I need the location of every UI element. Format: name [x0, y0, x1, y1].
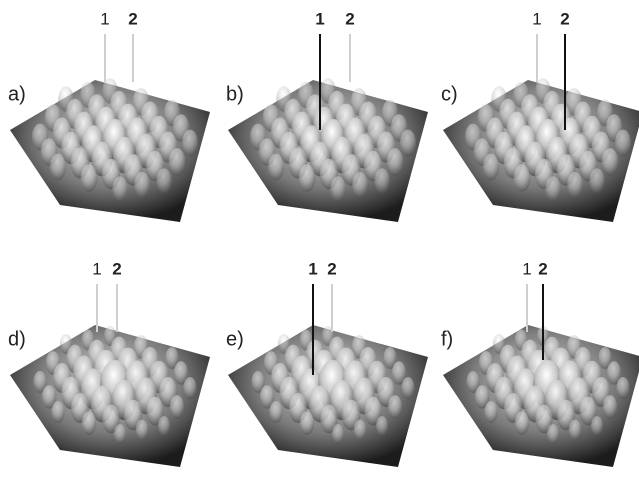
- panel-label: a): [8, 83, 26, 105]
- surface-peak: [82, 411, 96, 435]
- surface-peak: [112, 176, 127, 201]
- marker-label: 1: [522, 259, 531, 278]
- panel-label: f): [441, 328, 453, 350]
- surface-peak: [354, 420, 367, 441]
- surface-peak: [300, 411, 314, 435]
- surface-peak: [158, 416, 170, 436]
- surface-peak: [616, 377, 629, 399]
- surface-peak: [114, 424, 126, 444]
- marker-label: 1: [308, 259, 317, 278]
- surface-peak: [50, 154, 66, 181]
- marker-label: 2: [560, 9, 569, 28]
- marker-label: 2: [345, 9, 354, 28]
- surface-peak: [484, 401, 497, 423]
- surface-peak: [136, 420, 149, 441]
- marker-label: 2: [327, 259, 336, 278]
- panel-label: b): [226, 83, 244, 105]
- panel: b) 1 2: [226, 9, 428, 222]
- surface-peak: [81, 164, 98, 192]
- marker-label: 2: [538, 259, 547, 278]
- marker-label: 2: [128, 9, 137, 28]
- surface-peak: [374, 168, 389, 193]
- surface-peak: [299, 164, 316, 192]
- surface-peak: [483, 154, 499, 181]
- surface-peak: [156, 168, 171, 193]
- surface-peak: [332, 424, 344, 444]
- surface-peak: [569, 420, 582, 441]
- surface-peak: [352, 172, 368, 198]
- surface-peak: [547, 424, 559, 444]
- surface-peak: [514, 164, 531, 192]
- surface-peak: [169, 148, 186, 176]
- marker-label: 1: [100, 9, 109, 28]
- surface-peak: [567, 172, 583, 198]
- surface-peak: [183, 377, 196, 399]
- surface-peak: [387, 148, 404, 176]
- marker-label: 1: [315, 9, 324, 28]
- surface-peak: [545, 176, 560, 201]
- surface-peak: [591, 416, 603, 436]
- surface-peak: [515, 411, 529, 435]
- surface-peak: [602, 148, 619, 176]
- surface-peak: [615, 130, 631, 157]
- surface-peak: [603, 395, 617, 419]
- panel-label: c): [441, 83, 458, 105]
- surface-peak: [388, 395, 402, 419]
- marker-label: 1: [532, 9, 541, 28]
- surface-peak: [134, 172, 150, 198]
- panel-label: d): [8, 328, 26, 350]
- surface-peak: [170, 395, 184, 419]
- surface-peak: [376, 416, 388, 436]
- surface-peak: [268, 154, 284, 181]
- figure: a)12b)12c)12d)12e)12f)12: [0, 0, 639, 478]
- surface-peak: [589, 168, 604, 193]
- surface-peak: [401, 377, 414, 399]
- surface-peak: [330, 176, 345, 201]
- marker-label: 1: [92, 259, 101, 278]
- surface-peak: [269, 401, 282, 423]
- surface-peak: [400, 130, 416, 157]
- surface-peak: [182, 130, 198, 157]
- surface-peak: [51, 401, 64, 423]
- panel-label: e): [226, 328, 244, 350]
- marker-label: 2: [112, 259, 121, 278]
